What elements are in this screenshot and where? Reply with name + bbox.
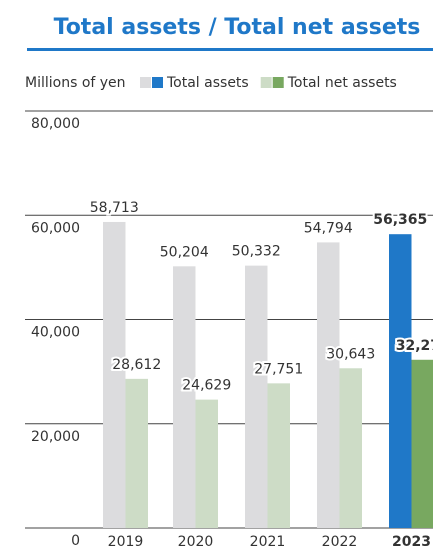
value-label: 58,713	[90, 200, 139, 216]
bar	[125, 378, 148, 528]
value-label: 50,204	[160, 244, 209, 260]
bar	[173, 266, 196, 528]
value-label: 30,643	[326, 346, 375, 362]
value-label: 27,751	[254, 361, 303, 377]
bar	[267, 383, 290, 528]
x-tick-label: 2022	[322, 534, 358, 547]
y-tick-label: 0	[71, 533, 80, 547]
value-label: 50,332	[232, 244, 281, 260]
legend-label: Total assets	[166, 75, 249, 91]
value-label: 54,794	[304, 220, 353, 236]
unit-label: Millions of yen	[25, 75, 126, 91]
bar	[103, 221, 126, 528]
y-tick-label: 40,000	[31, 325, 80, 341]
chart-title: Total assets / Total net assets	[54, 15, 421, 40]
x-tick-label: 2023	[392, 534, 431, 547]
legend-swatch	[152, 77, 163, 88]
bar	[195, 399, 218, 528]
bar	[389, 234, 412, 528]
bar	[339, 368, 362, 528]
x-tick-label: 2021	[250, 534, 286, 547]
bar	[317, 242, 340, 528]
y-tick-label: 20,000	[31, 429, 80, 445]
value-label: 24,629	[182, 378, 231, 394]
legend-swatch	[140, 77, 151, 88]
bar	[411, 359, 433, 528]
value-label: 32,272	[396, 338, 433, 354]
x-tick-label: 2020	[178, 534, 214, 547]
legend-label: Total net assets	[287, 75, 397, 91]
x-tick-label: 2019	[108, 534, 144, 547]
legend-swatch	[272, 77, 284, 88]
y-tick-label: 60,000	[31, 220, 80, 236]
legend-swatch	[260, 77, 272, 88]
value-label: 28,612	[112, 357, 161, 373]
value-label: 56,365	[373, 212, 427, 228]
title-underline	[27, 48, 433, 51]
y-tick-label: 80,000	[31, 116, 80, 132]
bar	[245, 265, 268, 528]
